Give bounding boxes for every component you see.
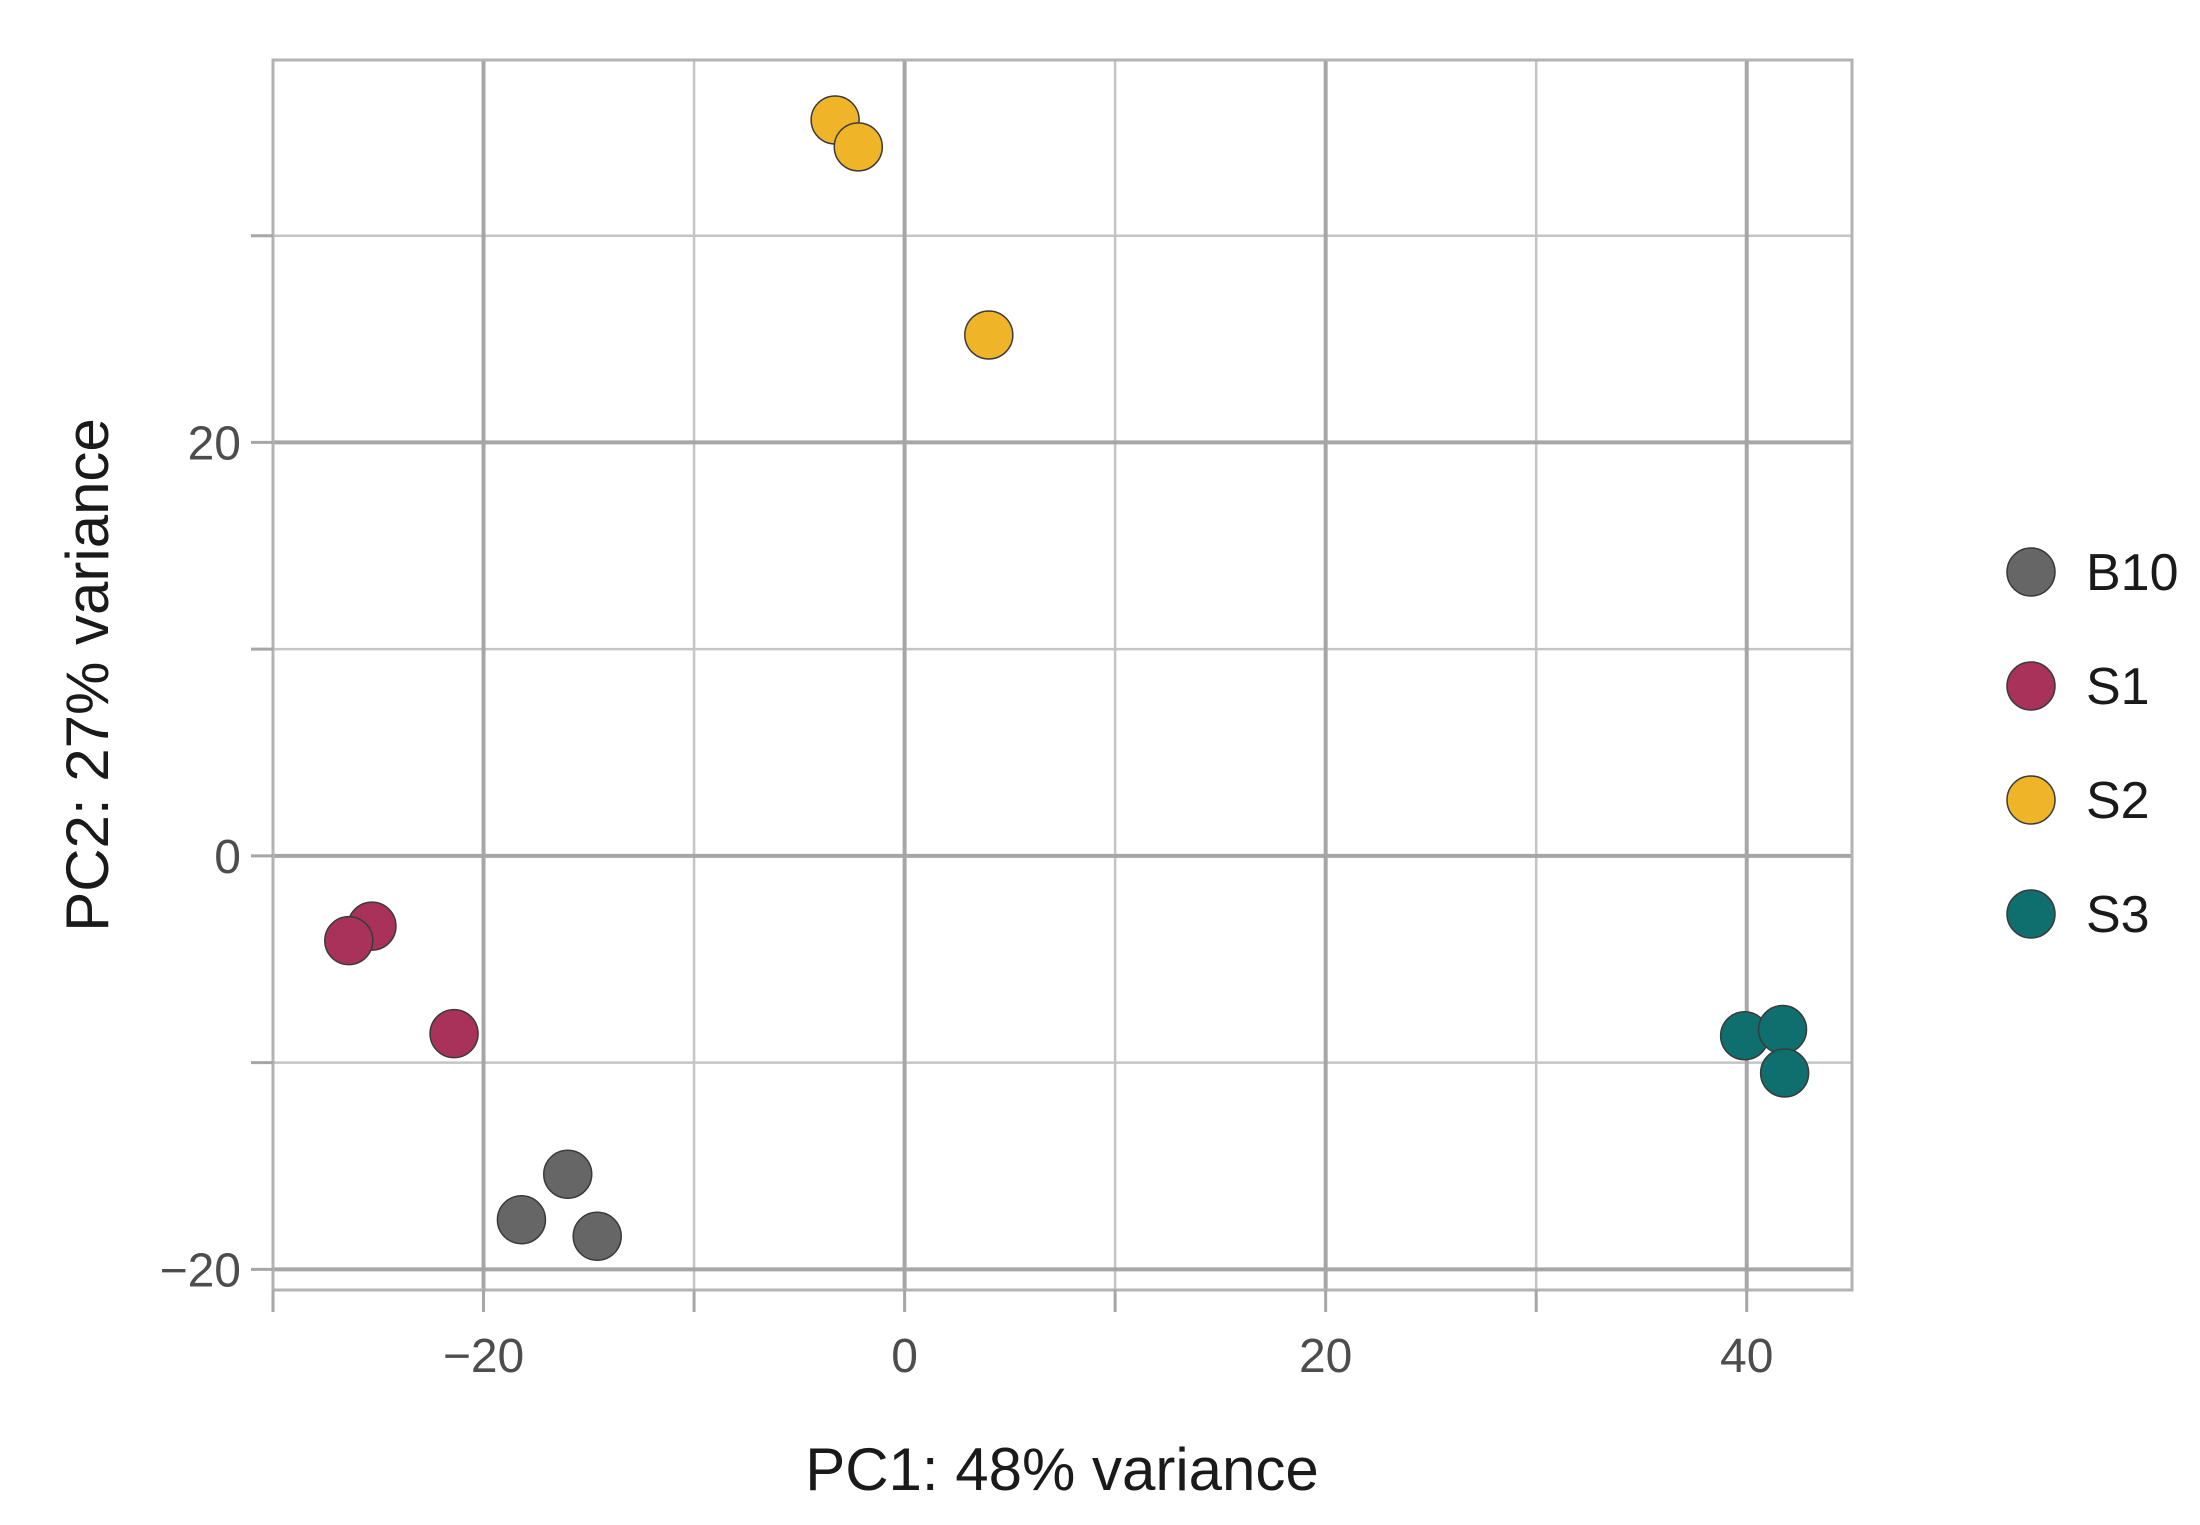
legend-label-s2: S2 <box>2086 772 2150 830</box>
axes: −20 0 20 40 −20 0 20 <box>160 234 1773 1383</box>
y-tick-label: −20 <box>160 1244 241 1297</box>
x-tick-label: 20 <box>1299 1330 1352 1383</box>
data-point-s3 <box>1757 1004 1808 1055</box>
data-point-s3 <box>1759 1048 1810 1098</box>
x-tick-label: 40 <box>1720 1330 1773 1383</box>
x-tick-label: 0 <box>891 1330 918 1383</box>
data-point-s2 <box>964 310 1014 360</box>
data-point-s2 <box>833 122 884 172</box>
y-axis-title: PC2: 27% variance <box>54 418 121 932</box>
legend-label-s1: S1 <box>2086 658 2150 716</box>
legend-key-s2 <box>2006 775 2056 825</box>
legend-key-s3 <box>2006 889 2056 939</box>
x-axis-title: PC1: 48% variance <box>805 1436 1319 1503</box>
data-point-b10 <box>496 1194 547 1245</box>
legend-label-s3: S3 <box>2086 886 2150 944</box>
data-points <box>324 95 1810 1262</box>
data-point-s1 <box>324 915 374 966</box>
legend: B10 S1 S2 S3 <box>2006 544 2179 944</box>
data-point-b10 <box>542 1149 593 1199</box>
data-point-s1 <box>429 1008 479 1059</box>
legend-key-s1 <box>2006 661 2056 711</box>
y-tick-label: 20 <box>188 417 241 470</box>
y-tick-label: 0 <box>214 831 241 884</box>
x-tick-label: −20 <box>443 1330 524 1383</box>
legend-key-b10 <box>2006 547 2056 597</box>
grid <box>271 60 1852 1290</box>
data-point-b10 <box>572 1211 622 1262</box>
panel-border <box>271 58 1854 1292</box>
legend-label-b10: B10 <box>2086 544 2179 602</box>
